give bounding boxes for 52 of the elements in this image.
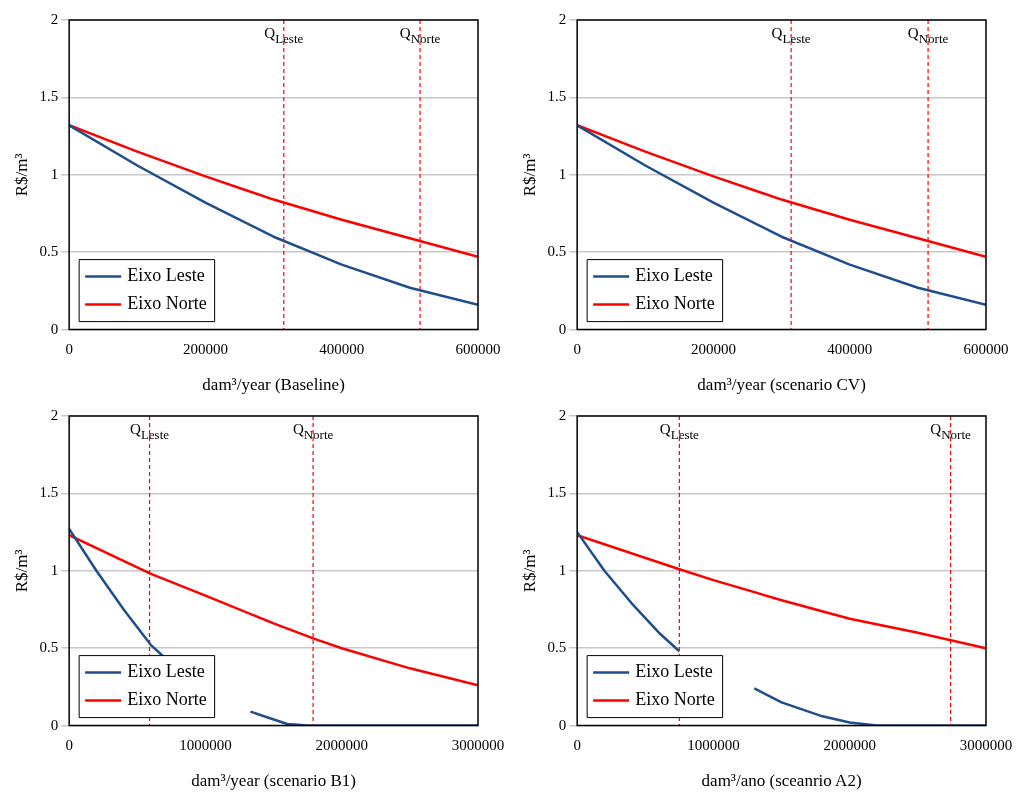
x-tick-label: 1000000 xyxy=(179,736,232,753)
x-tick-label: 200000 xyxy=(182,340,228,357)
y-tick-label: 0.5 xyxy=(547,639,567,656)
y-tick-label: 2 xyxy=(558,10,567,27)
x-tick-label: 0 xyxy=(65,736,73,753)
y-tick-label: 1 xyxy=(558,165,567,182)
legend-label: Eixo Norte xyxy=(127,293,207,314)
x-tick-label: 400000 xyxy=(827,340,873,357)
x-tick-label: 0 xyxy=(573,736,581,753)
x-tick-label: 0 xyxy=(65,340,73,357)
y-tick-label: 2 xyxy=(558,406,567,423)
y-axis-title: R$/m³ xyxy=(11,153,31,197)
x-tick-label: 1000000 xyxy=(687,736,740,753)
x-tick-label: 0 xyxy=(573,340,581,357)
x-tick-label: 400000 xyxy=(319,340,365,357)
x-axis-title: dam³/ano (sceanrio A2) xyxy=(701,771,862,791)
legend-label: Eixo Leste xyxy=(635,661,713,682)
y-tick-label: 2 xyxy=(50,10,59,27)
x-tick-label: 2000000 xyxy=(315,736,368,753)
y-tick-label: 0.5 xyxy=(39,639,59,656)
y-tick-label: 0 xyxy=(50,716,59,733)
y-tick-label: 0.5 xyxy=(39,243,59,260)
y-tick-label: 1 xyxy=(558,561,567,578)
x-tick-label: 200000 xyxy=(690,340,736,357)
y-tick-label: 0.5 xyxy=(547,243,567,260)
y-tick-label: 2 xyxy=(50,406,59,423)
y-tick-label: 1 xyxy=(50,165,59,182)
legend-label: Eixo Norte xyxy=(127,689,207,710)
y-tick-label: 1 xyxy=(50,561,59,578)
y-tick-label: 1.5 xyxy=(547,484,567,501)
y-tick-label: 0 xyxy=(558,716,567,733)
y-axis-title: R$/m³ xyxy=(519,153,539,197)
x-tick-label: 3000000 xyxy=(451,736,505,753)
legend-label: Eixo Leste xyxy=(127,265,205,286)
y-tick-label: 1.5 xyxy=(39,88,59,105)
y-tick-label: 1.5 xyxy=(39,484,59,501)
y-axis-title: R$/m³ xyxy=(519,549,539,593)
y-tick-label: 0 xyxy=(50,320,59,337)
legend-label: Eixo Leste xyxy=(635,265,713,286)
legend-label: Eixo Norte xyxy=(635,293,715,314)
x-axis-title: dam³/year (Baseline) xyxy=(202,375,345,395)
y-tick-label: 0 xyxy=(558,320,567,337)
x-axis-title: dam³/year (scenario CV) xyxy=(697,375,866,395)
x-tick-label: 2000000 xyxy=(823,736,876,753)
y-tick-label: 1.5 xyxy=(547,88,567,105)
x-tick-label: 600000 xyxy=(455,340,501,357)
x-tick-label: 3000000 xyxy=(959,736,1013,753)
x-axis-title: dam³/year (scenario B1) xyxy=(191,771,356,791)
legend-label: Eixo Leste xyxy=(127,661,205,682)
y-axis-title: R$/m³ xyxy=(11,549,31,593)
x-tick-label: 600000 xyxy=(963,340,1009,357)
legend-label: Eixo Norte xyxy=(635,689,715,710)
